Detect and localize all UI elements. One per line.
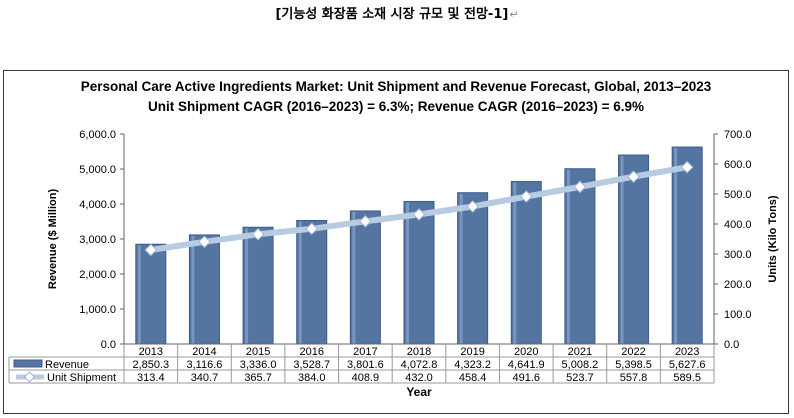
revenue-bar-highlight (566, 169, 570, 344)
revenue-bar-highlight (245, 228, 249, 344)
left-tick-label: 2,000.0 (79, 269, 116, 281)
revenue-bar (671, 146, 703, 345)
left-tick-label: 5,000.0 (79, 164, 116, 176)
revenue-legend-label: Revenue (45, 359, 89, 371)
year-tick-label: 2022 (621, 346, 645, 358)
unit-shipment-point (573, 180, 587, 194)
revenue-data-label: 4,323.2 (454, 359, 491, 371)
revenue-data-label: 5,627.6 (669, 359, 706, 371)
year-tick-label: 2016 (299, 346, 323, 358)
revenue-bar-highlight (191, 235, 195, 344)
year-tick-label: 2015 (246, 346, 270, 358)
revenue-bar (403, 200, 435, 345)
unit-shipment-data-label: 408.9 (352, 372, 380, 384)
unit-shipment-point (466, 200, 480, 213)
unit-shipment-data-label: 365.7 (244, 372, 272, 384)
revenue-bar-highlight (513, 182, 517, 344)
revenue-bar-highlight (352, 211, 356, 344)
right-tick-label: 500.0 (724, 189, 752, 201)
left-tick-label: 3,000.0 (79, 234, 116, 246)
x-axis-title: Year (406, 385, 432, 399)
revenue-data-label: 3,336.0 (240, 359, 277, 371)
revenue-legend-swatch (13, 359, 43, 368)
right-tick-label: 200.0 (724, 279, 752, 291)
revenue-bar (618, 154, 650, 345)
unit-shipment-data-label: 557.8 (620, 372, 648, 384)
revenue-bar-highlight (137, 245, 141, 344)
unit-shipment-point (305, 222, 319, 236)
unit-shipment-point (627, 170, 640, 184)
unit-shipment-data-label: 589.5 (673, 372, 701, 384)
right-tick-label: 100.0 (724, 309, 752, 321)
chart-title: Personal Care Active Ingredients Market:… (80, 79, 712, 94)
chart-frame: Personal Care Active Ingredients Market:… (3, 70, 789, 414)
revenue-data-label: 5,008.2 (562, 359, 599, 371)
unit-shipment-point (251, 227, 265, 241)
unit-shipment-data-label: 432.0 (405, 372, 433, 384)
unit-shipment-point (144, 243, 158, 257)
unit-shipment-data-label: 491.6 (513, 372, 541, 384)
revenue-bar (242, 226, 274, 345)
revenue-bar-highlight (405, 202, 409, 344)
year-tick-label: 2023 (675, 346, 699, 358)
left-tick-label: 1,000.0 (79, 304, 116, 316)
right-tick-label: 300.0 (724, 249, 752, 261)
revenue-bar-highlight (459, 193, 463, 344)
revenue-bar-highlight (674, 148, 678, 344)
right-tick-label: 700.0 (724, 129, 752, 141)
unit-shipment-point (358, 214, 372, 228)
year-tick-label: 2017 (353, 346, 377, 358)
unit-shipment-data-label: 313.4 (137, 372, 165, 384)
left-axis-title: Revenue ($ Million) (47, 189, 59, 290)
revenue-data-label: 5,398.5 (615, 359, 652, 371)
revenue-bar (349, 210, 381, 345)
unit-shipment-data-label: 384.0 (298, 372, 326, 384)
unit-shipment-legend-marker (23, 371, 36, 383)
revenue-data-label: 3,528.7 (293, 359, 330, 371)
unit-shipment-point (680, 160, 694, 174)
revenue-bar (296, 219, 328, 345)
unit-shipment-data-label: 340.7 (191, 372, 219, 384)
right-tick-label: 600.0 (724, 159, 752, 171)
document-caption: [기능성 화장품 소재 시장 규모 및 전망-1]↵ (0, 3, 794, 22)
return-mark-icon: ↵ (509, 8, 519, 21)
year-tick-label: 2014 (192, 346, 216, 358)
left-tick-label: 6,000.0 (79, 129, 116, 141)
year-tick-label: 2019 (460, 346, 484, 358)
revenue-data-label: 4,072.8 (401, 359, 438, 371)
revenue-bar (510, 181, 542, 345)
year-tick-label: 2018 (407, 346, 431, 358)
unit-shipment-point (519, 190, 533, 203)
revenue-data-label: 4,641.9 (508, 359, 545, 371)
revenue-bar-highlight (620, 156, 624, 344)
unit-shipment-data-label: 523.7 (566, 372, 594, 384)
unit-shipment-data-label: 458.4 (459, 372, 487, 384)
unit-shipment-legend-label: Unit Shipment (47, 372, 116, 384)
left-tick-label: 0.0 (101, 339, 116, 351)
revenue-data-label: 3,801.6 (347, 359, 384, 371)
revenue-data-label: 2,850.3 (132, 359, 169, 371)
caption-text: [기능성 화장품 소재 시장 규모 및 전망-1] (275, 7, 509, 22)
unit-shipment-point (412, 208, 426, 221)
right-axis-title: Units (Kilo Tons) (767, 195, 779, 283)
revenue-bar-highlight (298, 221, 302, 344)
unit-shipment-point (198, 235, 211, 249)
right-tick-label: 400.0 (724, 219, 752, 231)
year-tick-label: 2021 (568, 346, 592, 358)
chart-svg: 0.0 1,000.0 2,000.0 3,000.0 4,000.0 5,000.0 6,… (8, 129, 779, 399)
year-tick-label: 2020 (514, 346, 538, 358)
chart-subtitle: Unit Shipment CAGR (2016–2023) = 6.3%; R… (148, 99, 644, 114)
right-tick-label: 0.0 (724, 339, 739, 351)
year-tick-label: 2013 (139, 346, 163, 358)
left-tick-label: 4,000.0 (79, 199, 116, 211)
revenue-data-label: 3,116.6 (187, 359, 223, 371)
revenue-bar (564, 168, 596, 345)
